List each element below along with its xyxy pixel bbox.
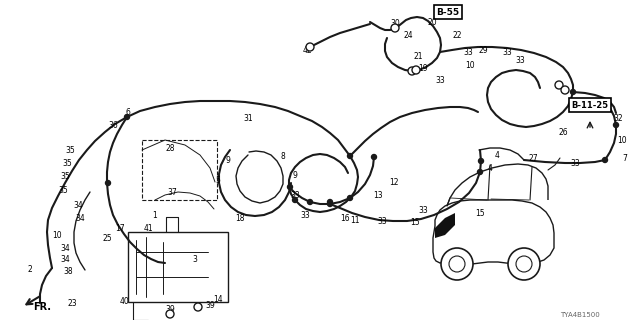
Text: 33: 33 — [502, 47, 512, 57]
Text: 35: 35 — [65, 146, 75, 155]
Circle shape — [516, 256, 532, 272]
Circle shape — [508, 248, 540, 280]
Text: 33: 33 — [377, 217, 387, 226]
Circle shape — [614, 123, 618, 127]
Text: B-11-25: B-11-25 — [572, 100, 609, 109]
Text: 33: 33 — [435, 76, 445, 84]
Text: 34: 34 — [60, 255, 70, 265]
Circle shape — [449, 256, 465, 272]
Text: 22: 22 — [452, 30, 461, 39]
Text: 35: 35 — [60, 172, 70, 180]
Text: 2: 2 — [28, 266, 33, 275]
Circle shape — [328, 199, 333, 204]
Text: 7: 7 — [623, 154, 627, 163]
Text: 34: 34 — [75, 213, 85, 222]
Text: 37: 37 — [167, 188, 177, 196]
Circle shape — [106, 180, 111, 186]
Text: 18: 18 — [236, 213, 244, 222]
Circle shape — [412, 66, 420, 74]
Text: 41: 41 — [143, 223, 153, 233]
Text: 13: 13 — [373, 190, 383, 199]
Circle shape — [125, 115, 129, 119]
Text: 36: 36 — [108, 121, 118, 130]
Text: FR.: FR. — [33, 302, 51, 312]
Text: 39: 39 — [165, 306, 175, 315]
Text: 23: 23 — [67, 300, 77, 308]
Circle shape — [477, 170, 483, 174]
Text: 27: 27 — [528, 154, 538, 163]
Circle shape — [479, 158, 483, 164]
Text: 9: 9 — [292, 171, 298, 180]
Text: 35: 35 — [62, 158, 72, 167]
Text: 38: 38 — [63, 268, 73, 276]
Circle shape — [561, 86, 569, 94]
Text: 31: 31 — [243, 114, 253, 123]
Circle shape — [441, 248, 473, 280]
Text: B-55: B-55 — [436, 7, 460, 17]
Text: 33: 33 — [570, 158, 580, 167]
Text: 34: 34 — [73, 201, 83, 210]
Text: 17: 17 — [115, 223, 125, 233]
Circle shape — [408, 67, 416, 75]
Text: 12: 12 — [389, 178, 399, 187]
Circle shape — [306, 43, 314, 51]
Text: 10: 10 — [617, 135, 627, 145]
Text: 40: 40 — [120, 298, 130, 307]
Text: 32: 32 — [613, 114, 623, 123]
Circle shape — [602, 157, 607, 163]
Text: 8: 8 — [280, 151, 285, 161]
Text: 42: 42 — [302, 45, 312, 54]
Text: 25: 25 — [102, 234, 112, 243]
Circle shape — [555, 81, 563, 89]
Text: 4: 4 — [495, 150, 499, 159]
Text: 11: 11 — [350, 215, 360, 225]
Text: 19: 19 — [418, 63, 428, 73]
Text: 21: 21 — [413, 52, 423, 60]
Text: 28: 28 — [165, 143, 175, 153]
Text: 6: 6 — [125, 108, 131, 116]
Text: 33: 33 — [515, 55, 525, 65]
Text: 15: 15 — [475, 209, 485, 218]
Text: 24: 24 — [403, 30, 413, 39]
Circle shape — [348, 196, 353, 201]
Circle shape — [194, 303, 202, 311]
Text: 15: 15 — [410, 218, 420, 227]
Circle shape — [371, 155, 376, 159]
Text: 3: 3 — [193, 255, 197, 265]
Text: 4: 4 — [488, 164, 492, 172]
Text: 29: 29 — [478, 45, 488, 54]
Text: 35: 35 — [58, 186, 68, 195]
Bar — [142, 140, 217, 200]
Text: 9: 9 — [225, 156, 230, 164]
Text: 30: 30 — [390, 19, 400, 28]
Text: 1: 1 — [152, 211, 157, 220]
Text: 14: 14 — [213, 295, 223, 305]
Circle shape — [391, 24, 399, 32]
Text: 33: 33 — [300, 211, 310, 220]
Text: TYA4B1500: TYA4B1500 — [560, 312, 600, 318]
Text: 33: 33 — [463, 47, 473, 57]
Circle shape — [287, 185, 292, 189]
Text: 5: 5 — [216, 175, 220, 185]
Text: 34: 34 — [60, 244, 70, 252]
Text: 26: 26 — [558, 127, 568, 137]
Text: 10: 10 — [465, 60, 475, 69]
Circle shape — [348, 154, 353, 158]
Circle shape — [328, 202, 333, 206]
Text: 33: 33 — [290, 190, 300, 199]
Text: 20: 20 — [427, 18, 437, 27]
Circle shape — [307, 199, 312, 204]
Circle shape — [292, 197, 298, 203]
Circle shape — [166, 310, 174, 318]
Circle shape — [570, 90, 575, 94]
Text: 33: 33 — [418, 205, 428, 214]
Polygon shape — [435, 213, 455, 238]
Text: 16: 16 — [340, 213, 350, 222]
Text: 10: 10 — [52, 230, 62, 239]
Text: 39: 39 — [205, 300, 215, 309]
